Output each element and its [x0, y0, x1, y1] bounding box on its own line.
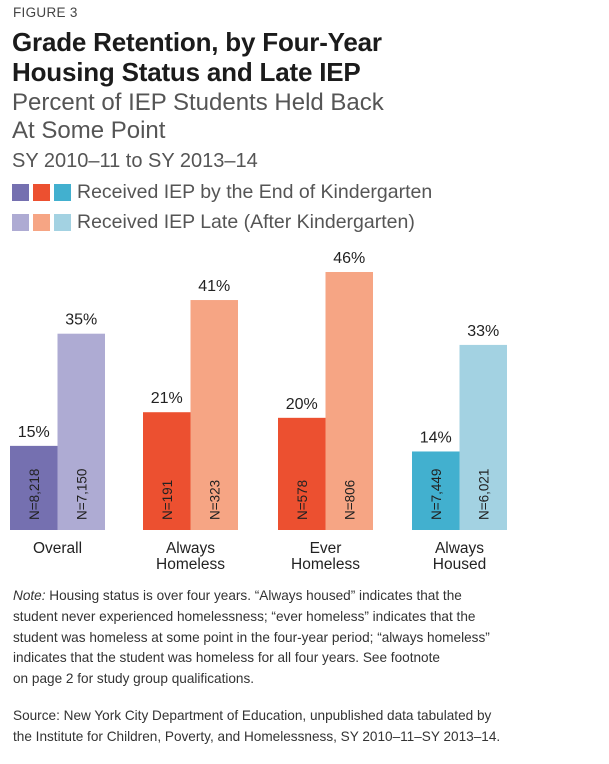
n-label: N=323	[207, 480, 222, 520]
legend-swatch-light-purple	[12, 214, 29, 231]
n-label: N=8,218	[27, 469, 42, 520]
bar	[459, 344, 507, 530]
bar	[10, 445, 58, 530]
legend-label: Received IEP by the End of Kindergarten	[77, 181, 433, 203]
category-label: Overall	[33, 540, 82, 557]
data-label: 35%	[65, 312, 97, 329]
note-label: Note:	[13, 588, 46, 603]
bar	[278, 417, 326, 530]
legend-late: Received IEP Late (After Kindergarten)	[12, 211, 415, 234]
data-label: 15%	[18, 424, 50, 441]
legend-label: Received IEP Late (After Kindergarten)	[77, 211, 415, 233]
n-label: N=6,021	[476, 469, 491, 520]
chart-title-line-1: Grade Retention, by Four-Year	[12, 27, 382, 57]
legend-swatch-teal	[54, 184, 71, 201]
source-line: Source: New York City Department of Educ…	[13, 708, 492, 723]
category-label: Homeless	[291, 556, 360, 573]
data-label: 41%	[198, 278, 230, 295]
note-line: indicates that the student was homeless …	[13, 650, 440, 666]
category-label: Housed	[433, 556, 486, 573]
bar	[190, 300, 238, 530]
figure-label: FIGURE 3	[13, 5, 78, 20]
bar	[412, 451, 460, 530]
n-label: N=7,449	[429, 469, 444, 520]
bar	[143, 412, 191, 530]
data-label: 33%	[467, 323, 499, 340]
legend-swatch-red	[33, 184, 50, 201]
bar	[57, 333, 105, 530]
n-label: N=7,150	[74, 469, 89, 520]
subtitle-line-1: Percent of IEP Students Held Back	[12, 89, 384, 116]
subtitle-line-2: At Some Point	[12, 117, 166, 144]
category-label: Always	[435, 540, 484, 557]
chart-title-line-2: Housing Status and Late IEP	[12, 57, 361, 87]
data-label: 21%	[151, 390, 183, 407]
note-line: student never experienced homelessness; …	[13, 608, 476, 624]
legend-swatch-light-teal	[54, 214, 71, 231]
source-line: the Institute for Children, Poverty, and…	[13, 728, 501, 744]
n-label: N=806	[342, 480, 357, 520]
note-line: on page 2 for study group qualifications…	[13, 671, 255, 687]
note-line: Housing status is over four years. “Alwa…	[45, 588, 462, 603]
note-line: student was homeless at some point in th…	[13, 629, 490, 645]
period-label: SY 2010–11 to SY 2013–14	[12, 150, 258, 172]
data-label: 14%	[420, 429, 452, 446]
source: Source: New York City Department of Educ…	[13, 706, 500, 748]
data-label: 20%	[286, 396, 318, 413]
category-label: Ever	[310, 540, 342, 557]
legend-swatch-light-red	[33, 214, 50, 231]
category-label: Homeless	[156, 556, 225, 573]
legend-swatch-purple	[12, 184, 29, 201]
data-label: 46%	[333, 250, 365, 267]
legend-early: Received IEP by the End of Kindergarten	[12, 181, 432, 204]
note: Note: Housing status is over four years.…	[13, 586, 490, 690]
n-label: N=191	[160, 480, 175, 520]
category-label: Always	[166, 540, 215, 557]
bar	[325, 272, 373, 530]
n-label: N=578	[295, 480, 310, 520]
